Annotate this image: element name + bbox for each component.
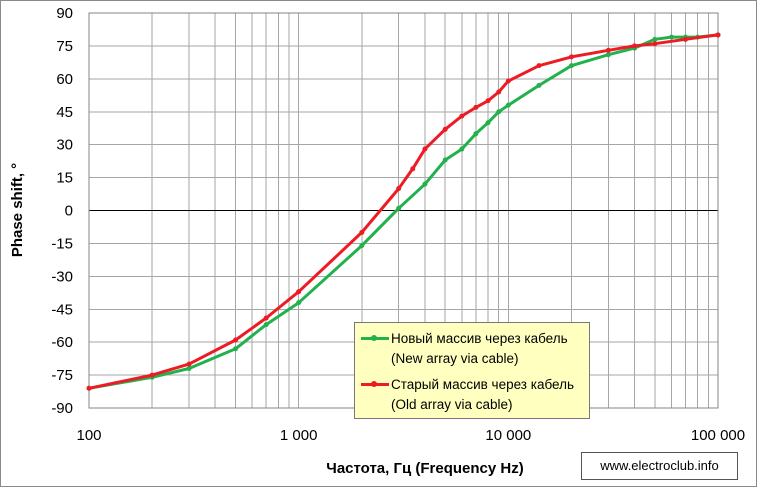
data-point-old-array (568, 54, 574, 60)
legend-marker-new-array (371, 335, 377, 341)
data-point-new-array (396, 205, 402, 211)
data-series (86, 32, 721, 391)
y-axis-title: Phase shift, ° (9, 163, 26, 257)
y-tick-label: -15 (51, 235, 73, 252)
y-tick-label: -60 (51, 334, 73, 351)
data-point-old-array (359, 229, 365, 235)
data-point-new-array (422, 181, 428, 187)
legend-label-old-array: Старый массив через кабель (Old array vi… (391, 377, 575, 412)
y-tick-label: 45 (56, 104, 73, 121)
x-tick-label: 100 000 (691, 427, 745, 444)
grid-lines (88, 12, 719, 409)
data-point-old-array (605, 47, 611, 53)
y-tick-label: -90 (51, 400, 73, 417)
y-tick-label: 30 (56, 137, 73, 154)
data-point-old-array (473, 104, 479, 110)
y-tick-label: -30 (51, 268, 73, 285)
data-point-old-array (632, 43, 638, 49)
chart-legend: Новый массив через кабель (New array via… (354, 322, 590, 419)
y-tick-label: -75 (51, 367, 73, 384)
data-point-old-array (536, 63, 542, 69)
data-point-old-array (263, 315, 269, 321)
legend-label-new-array: Новый массив через кабель (New array via… (391, 331, 568, 366)
data-point-old-array (505, 78, 511, 84)
data-point-old-array (715, 32, 721, 38)
data-point-new-array (473, 131, 479, 137)
data-point-new-array (263, 322, 269, 328)
data-point-new-array (652, 36, 658, 42)
y-tick-label: 75 (56, 38, 73, 55)
x-tick-label: 10 000 (485, 427, 531, 444)
series-line-new-array (87, 33, 720, 390)
data-point-new-array (442, 157, 448, 163)
y-tick-label: 60 (56, 71, 73, 88)
data-point-new-array (359, 243, 365, 249)
data-point-old-array (149, 372, 155, 378)
data-point-new-array (296, 300, 302, 306)
legend-item-old-array: Старый массив через кабель (Old array vi… (359, 375, 589, 415)
data-point-old-array (410, 166, 416, 172)
data-point-old-array (485, 98, 491, 104)
data-point-new-array (233, 346, 239, 352)
x-tick-label: 100 (76, 427, 101, 444)
data-point-new-array (605, 52, 611, 58)
data-point-new-array (459, 146, 465, 152)
data-point-new-array (485, 120, 491, 126)
data-point-new-array (568, 63, 574, 69)
x-tick-label: 1 000 (280, 427, 318, 444)
data-point-old-array (396, 186, 402, 192)
data-point-old-array (86, 385, 92, 391)
legend-marker-old-array (371, 381, 377, 387)
data-point-new-array (505, 102, 511, 108)
data-point-old-array (459, 113, 465, 119)
y-tick-label: -45 (51, 301, 73, 318)
data-point-new-array (496, 109, 502, 115)
data-point-old-array (296, 289, 302, 295)
x-axis-title: Частота, Гц (Frequency Hz) (326, 460, 523, 477)
data-point-new-array (186, 366, 192, 371)
legend-item-new-array: Новый массив через кабель (New array via… (359, 329, 589, 369)
y-tick-label: 0 (65, 203, 73, 220)
data-point-old-array (683, 36, 689, 42)
data-point-old-array (442, 126, 448, 132)
source-watermark: www.electroclub.info (581, 452, 738, 480)
y-tick-label: 15 (56, 170, 73, 187)
data-point-old-array (422, 146, 428, 152)
data-point-old-array (652, 41, 658, 47)
data-point-old-array (496, 89, 502, 95)
data-point-new-array (536, 82, 542, 88)
data-point-new-array (668, 34, 674, 40)
data-point-old-array (233, 337, 239, 343)
y-tick-label: 90 (56, 5, 73, 22)
data-point-old-array (186, 361, 192, 367)
